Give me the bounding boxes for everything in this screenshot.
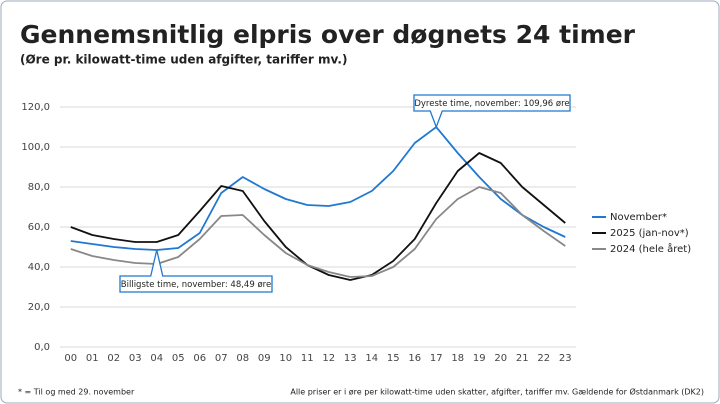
x-tick-label: 15 <box>387 353 400 364</box>
x-tick-label: 21 <box>516 353 529 364</box>
footnote: * = Til og med 29. november <box>18 388 135 397</box>
x-tick-label: 04 <box>150 353 163 364</box>
x-tick-label: 08 <box>236 353 249 364</box>
y-tick-label: 40,0 <box>28 262 50 273</box>
x-tick-label: 17 <box>430 353 443 364</box>
y-tick-label: 20,0 <box>28 302 50 313</box>
x-tick-label: 09 <box>258 353 271 364</box>
annotation-box <box>119 249 273 293</box>
x-tick-label: 22 <box>537 353 550 364</box>
legend-label: 2024 (hele året) <box>610 242 691 255</box>
x-tick-label: 12 <box>322 353 335 364</box>
x-tick-label: 18 <box>451 353 464 364</box>
footnote: Alle priser er i øre per kilowatt-time u… <box>290 387 704 397</box>
y-tick-label: 100,0 <box>21 142 50 153</box>
x-tick-label: 06 <box>193 353 206 364</box>
x-tick-label: 11 <box>301 353 314 364</box>
series-line <box>70 152 566 281</box>
x-tick-label: 00 <box>64 353 77 364</box>
x-tick-label: 20 <box>494 353 507 364</box>
x-tick-label: 03 <box>129 353 142 364</box>
x-tick-label: 02 <box>107 353 120 364</box>
chart-subtitle: (Øre pr. kilowatt-time uden afgifter, ta… <box>20 53 347 67</box>
x-tick-label: 10 <box>279 353 292 364</box>
x-tick-label: 01 <box>86 353 99 364</box>
x-tick-label: 14 <box>365 353 378 364</box>
x-tick-label: 13 <box>344 353 357 364</box>
y-tick-label: 0,0 <box>34 342 50 353</box>
legend-label: 2025 (jan-nov*) <box>610 228 689 239</box>
chart-title: Gennemsnitlig elpris over døgnets 24 tim… <box>20 20 636 49</box>
series-line <box>70 126 566 251</box>
x-tick-label: 23 <box>559 353 572 364</box>
annotation: Billigste time, november: 48,49 øre <box>121 280 271 290</box>
x-tick-label: 05 <box>172 353 185 364</box>
y-tick-label: 120,0 <box>21 102 50 113</box>
annotation-box <box>413 94 571 129</box>
x-tick-label: 19 <box>473 353 486 364</box>
x-tick-label: 07 <box>215 353 228 364</box>
annotation: Dyreste time, november: 109,96 øre <box>414 99 569 109</box>
x-tick-label: 16 <box>408 353 421 364</box>
legend-label: November* <box>610 212 667 223</box>
y-tick-label: 80,0 <box>28 182 50 193</box>
y-tick-label: 60,0 <box>28 222 50 233</box>
